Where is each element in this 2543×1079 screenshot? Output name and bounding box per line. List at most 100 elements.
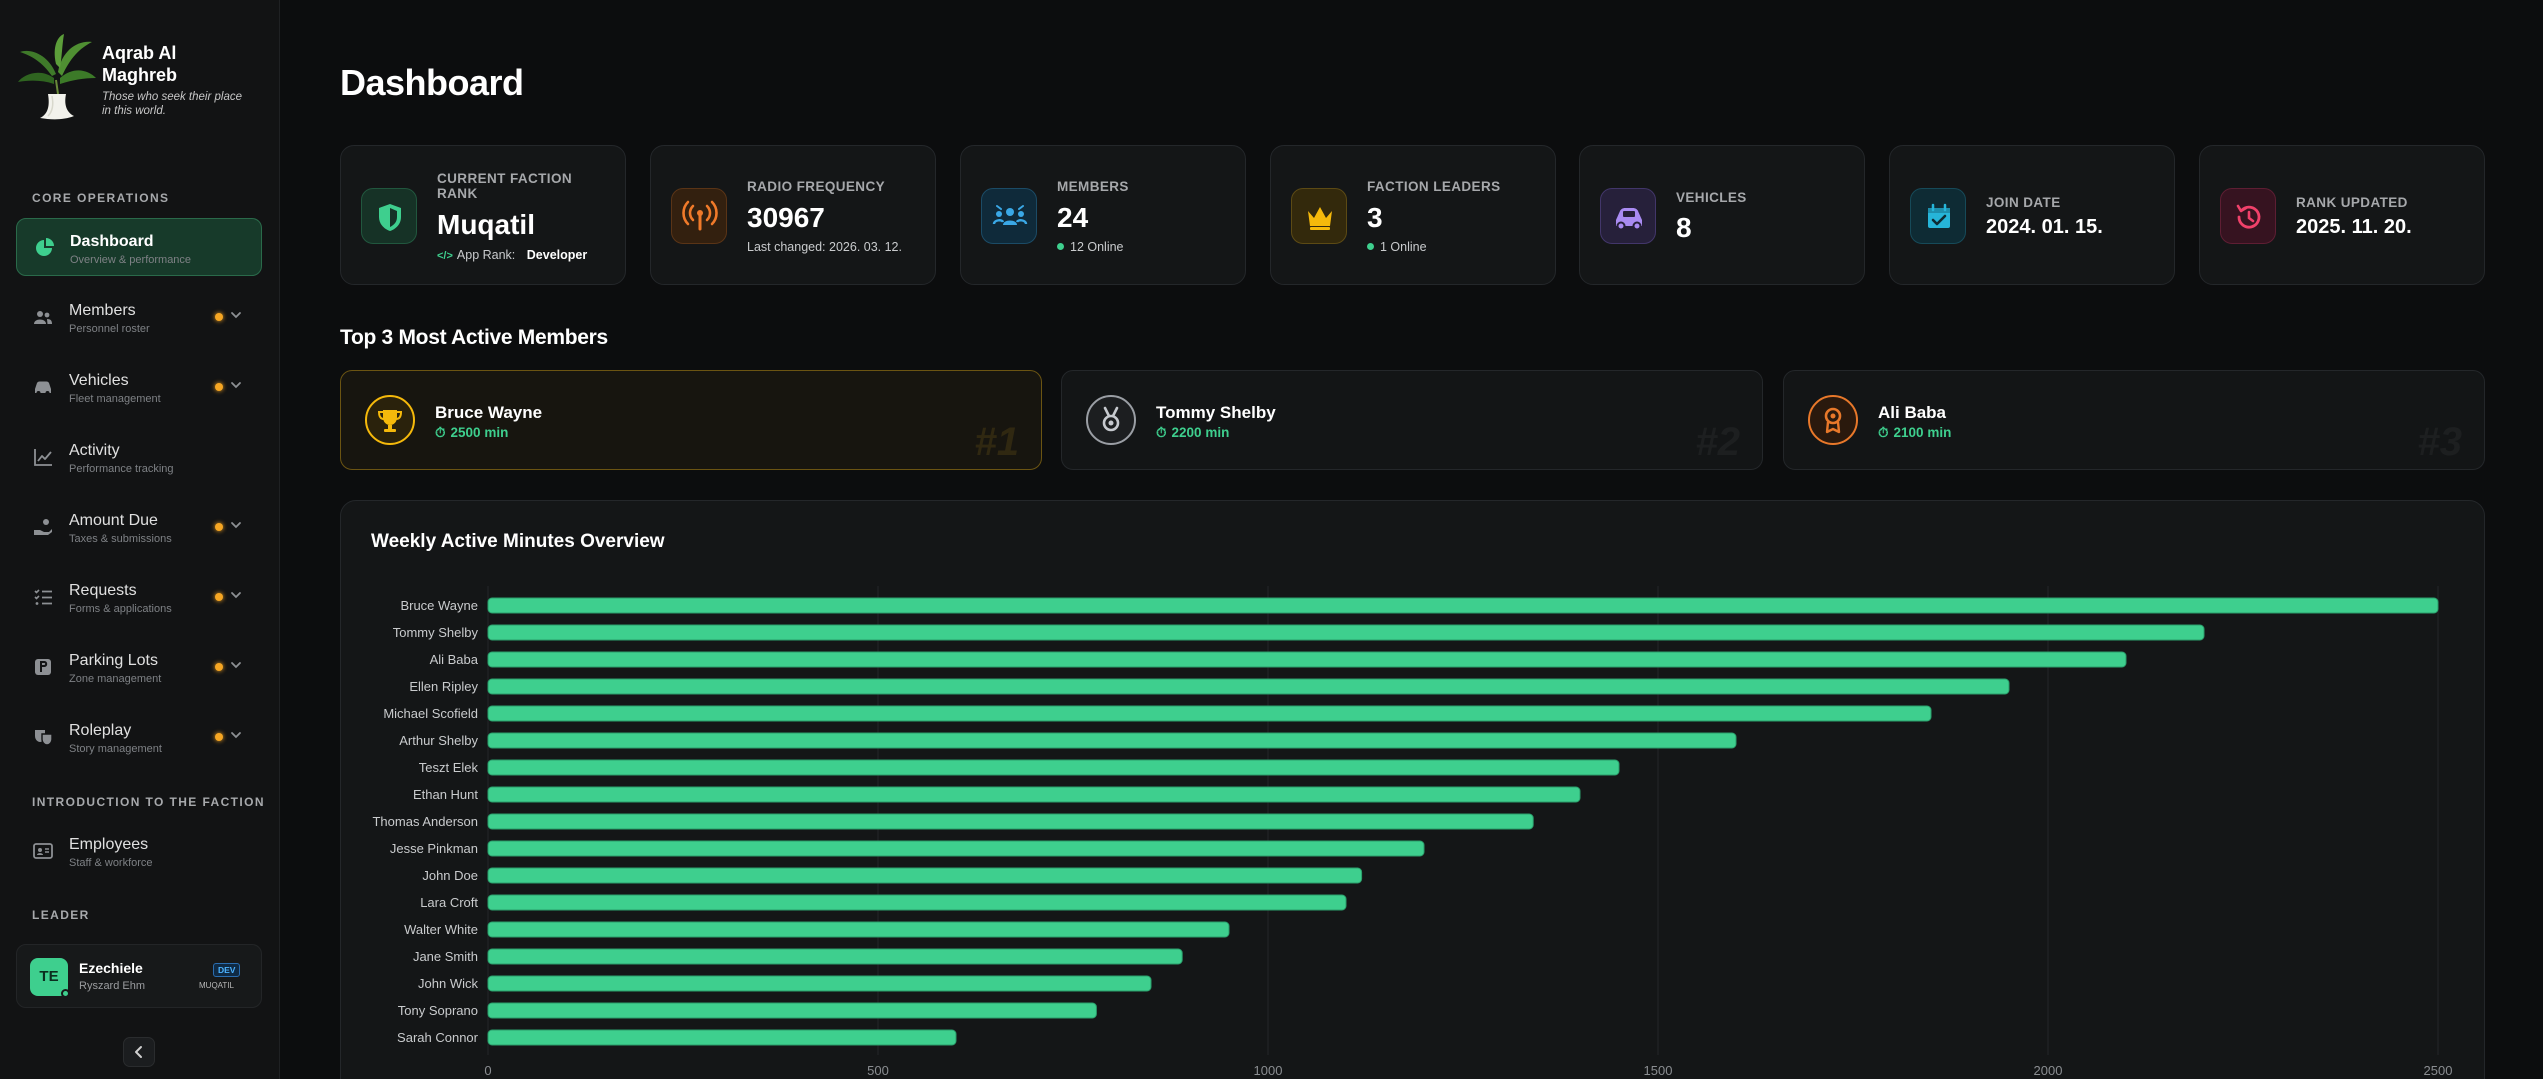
sidebar-item-members[interactable]: Members Personnel roster xyxy=(16,288,262,346)
bar[interactable] xyxy=(487,948,1183,965)
top-member-rank: #3 xyxy=(2418,420,2463,465)
sidebar-item-roleplay[interactable]: Roleplay Story management xyxy=(16,708,262,766)
brand-subtitle: Those who seek their place in this world… xyxy=(102,91,242,117)
chevron-down-icon[interactable] xyxy=(229,308,243,322)
sidebar-item-dashboard[interactable]: Dashboard Overview & performance xyxy=(16,218,262,276)
bar[interactable] xyxy=(487,840,1425,857)
code-icon: </> xyxy=(437,250,453,262)
bar[interactable] xyxy=(487,1002,1097,1019)
stat-card-join-date: JOIN DATE 2024. 01. 15. xyxy=(1889,145,2175,285)
weekly-minutes-chart-card: Weekly Active Minutes Overview 0 500 1000 1… xyxy=(340,500,2485,1079)
stat-label: JOIN DATE xyxy=(1986,195,2061,210)
online-dot xyxy=(1057,243,1064,250)
bar[interactable] xyxy=(487,624,2205,641)
minutes-value: 2100 min xyxy=(1893,425,1952,440)
medal-circle xyxy=(365,395,415,445)
bar[interactable] xyxy=(487,786,1581,803)
stat-value: 2024. 01. 15. xyxy=(1986,216,2103,238)
y-tick-label: Walter White xyxy=(404,922,478,937)
y-tick-label: Ethan Hunt xyxy=(413,787,478,802)
sidebar-item-sub: Zone management xyxy=(69,673,162,685)
bar[interactable] xyxy=(487,732,1737,749)
notification-dot xyxy=(215,313,223,321)
calendar-check-icon xyxy=(1928,203,1950,228)
medal-icon xyxy=(1102,406,1120,432)
leaders-online: 1 Online xyxy=(1380,240,1427,254)
stat-label: RANK UPDATED xyxy=(2296,195,2408,210)
stat-value: 3 xyxy=(1367,202,1383,233)
bar[interactable] xyxy=(487,975,1152,992)
bar[interactable] xyxy=(487,759,1620,776)
brand: Aqrab Al Maghreb Those who seek their pl… xyxy=(18,34,268,124)
minutes-value: 2500 min xyxy=(450,425,509,440)
stopwatch-icon: ⏱ xyxy=(1878,425,1889,440)
sidebar-item-label: Employees xyxy=(69,836,149,853)
top-member-card-1[interactable]: Bruce Wayne ⏱ 2500 min #1 xyxy=(340,370,1042,470)
stat-value: 8 xyxy=(1676,212,1692,243)
notification-dot xyxy=(215,383,223,391)
stat-value: 30967 xyxy=(747,202,825,233)
notification-dot xyxy=(215,663,223,671)
stat-icon-box xyxy=(671,188,727,244)
bar[interactable] xyxy=(487,813,1534,830)
chevron-down-icon[interactable] xyxy=(229,588,243,602)
sidebar: Aqrab Al Maghreb Those who seek their pl… xyxy=(0,0,280,1079)
bar[interactable] xyxy=(487,597,2439,614)
user-card[interactable]: TE Ezechiele Ryszard Ehm DEV MUQATIL xyxy=(16,944,262,1008)
bar[interactable] xyxy=(487,651,2127,668)
app-rank-value: Developer xyxy=(526,248,588,262)
top-member-name: Bruce Wayne xyxy=(435,403,543,422)
user-rank: MUQATIL xyxy=(199,981,234,990)
section-label-core: CORE OPERATIONS xyxy=(32,191,170,205)
bar[interactable] xyxy=(487,921,1230,938)
y-tick-label: Tony Soprano xyxy=(398,1003,478,1018)
collapse-sidebar-button[interactable] xyxy=(123,1037,155,1067)
sidebar-item-amount-due[interactable]: Amount Due Taxes & submissions xyxy=(16,498,262,556)
chevron-down-icon[interactable] xyxy=(229,728,243,742)
top-member-name: Ali Baba xyxy=(1878,403,1947,422)
y-tick-label: Bruce Wayne xyxy=(400,598,478,613)
group-icon xyxy=(992,205,1028,225)
bar[interactable] xyxy=(487,867,1363,884)
sidebar-item-sub: Fleet management xyxy=(69,393,161,405)
sidebar-item-activity[interactable]: Activity Performance tracking xyxy=(16,428,262,486)
sidebar-item-employees[interactable]: Employees Staff & workforce xyxy=(16,822,262,880)
bar[interactable] xyxy=(487,894,1347,911)
car-icon xyxy=(1616,208,1642,231)
chevron-down-icon[interactable] xyxy=(229,378,243,392)
car-icon xyxy=(35,381,51,395)
members-online: 12 Online xyxy=(1070,240,1124,254)
stat-sub: 1 Online xyxy=(1367,240,1427,254)
sidebar-item-label: Amount Due xyxy=(69,512,158,529)
sidebar-item-sub: Overview & performance xyxy=(70,254,192,266)
y-tick-label: Ellen Ripley xyxy=(409,679,478,694)
top-members-title: Top 3 Most Active Members xyxy=(340,326,608,349)
sidebar-item-parking-lots[interactable]: Parking Lots Zone management xyxy=(16,638,262,696)
sidebar-item-requests[interactable]: Requests Forms & applications xyxy=(16,568,262,626)
chevron-down-icon[interactable] xyxy=(229,658,243,672)
stat-value: 2025. 11. 20. xyxy=(2296,216,2412,238)
online-status-dot xyxy=(61,989,70,998)
hand-coin-icon xyxy=(34,519,52,535)
brand-title: Aqrab Al Maghreb xyxy=(102,43,178,85)
bar[interactable] xyxy=(487,705,1932,722)
notification-dot xyxy=(215,593,223,601)
bar[interactable] xyxy=(487,1029,957,1046)
chart-title: Weekly Active Minutes Overview xyxy=(371,531,665,552)
sidebar-item-label: Vehicles xyxy=(69,372,129,389)
sidebar-item-label: Dashboard xyxy=(70,233,154,250)
top-member-rank: #2 xyxy=(1696,420,1741,465)
sidebar-item-vehicles[interactable]: Vehicles Fleet management xyxy=(16,358,262,416)
top-member-minutes: ⏱ 2500 min xyxy=(435,425,508,441)
bar[interactable] xyxy=(487,678,2010,695)
theater-mask-icon xyxy=(35,730,53,746)
bar-chart: 0 500 1000 1500 2000 2500 Bruce Wayne Tommy She… xyxy=(372,586,2452,1078)
x-tick-label: 500 xyxy=(867,1063,889,1078)
stat-label: RADIO FREQUENCY xyxy=(747,179,886,194)
sidebar-item-sub: Taxes & submissions xyxy=(69,533,172,545)
top-member-card-2[interactable]: Tommy Shelby ⏱ 2200 min #2 xyxy=(1061,370,1763,470)
sidebar-item-label: Requests xyxy=(69,582,137,599)
y-tick-label: Ali Baba xyxy=(430,652,479,667)
top-member-card-3[interactable]: Ali Baba ⏱ 2100 min #3 xyxy=(1783,370,2485,470)
chevron-down-icon[interactable] xyxy=(229,518,243,532)
